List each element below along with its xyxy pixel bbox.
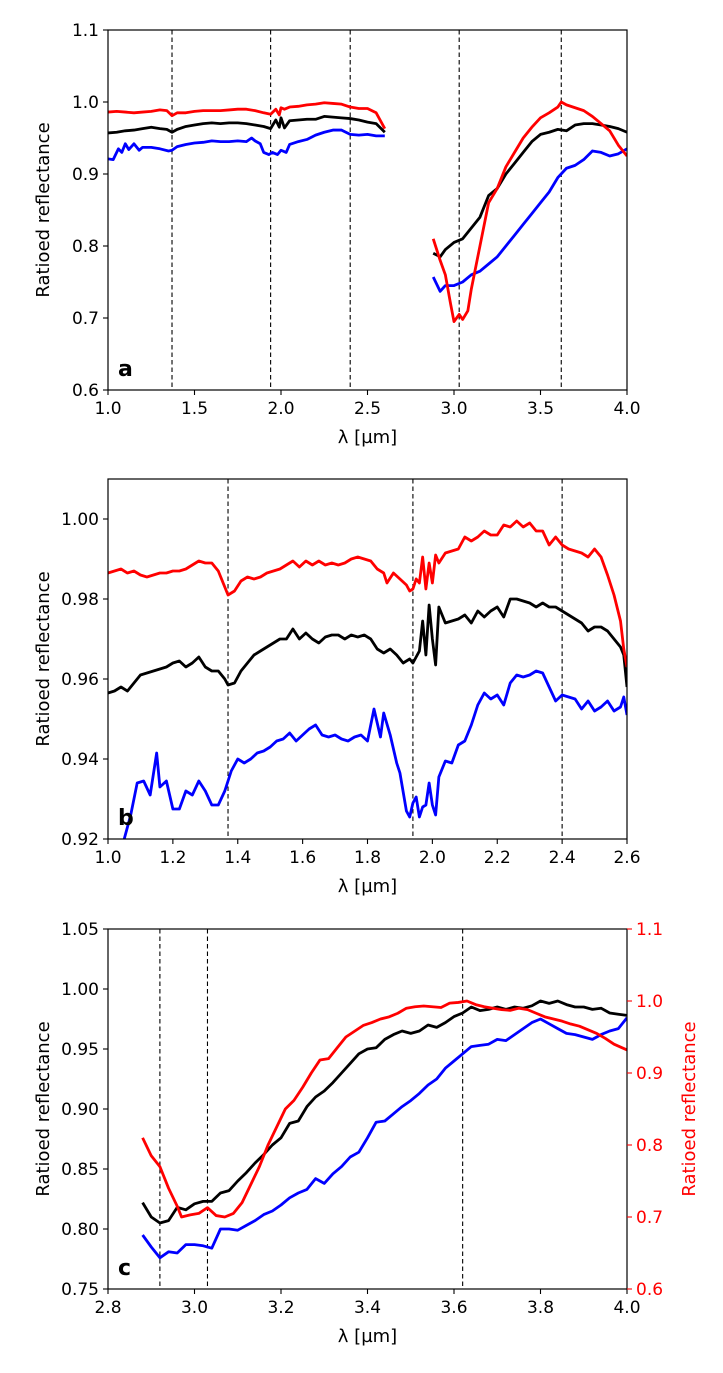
right-y-tick-label: 1.0 xyxy=(636,992,663,1012)
y-tick-label: 0.92 xyxy=(61,830,99,850)
x-tick-label: 4.0 xyxy=(613,1298,640,1318)
plot-area xyxy=(108,100,627,323)
y-tick-label: 0.9 xyxy=(72,165,99,185)
x-tick-label: 1.6 xyxy=(289,848,316,868)
axes-frame xyxy=(107,478,628,840)
x-tick-label: 3.5 xyxy=(527,399,554,419)
series-blue-line xyxy=(431,147,627,293)
x-tick-label: 2.8 xyxy=(94,1298,121,1318)
axes-frame xyxy=(107,928,628,1290)
y-tick-label: 0.98 xyxy=(61,590,99,610)
series-black-line xyxy=(108,115,386,135)
x-tick-label: 2.2 xyxy=(484,848,511,868)
right-y-tick-label: 0.7 xyxy=(636,1208,663,1228)
panel-letter: b xyxy=(118,806,134,831)
x-tick-label: 2.4 xyxy=(549,848,576,868)
y-tick-label: 0.94 xyxy=(61,750,99,770)
y-tick-label: 1.05 xyxy=(61,920,99,940)
y-tick-label: 0.6 xyxy=(72,381,99,401)
x-tick-label: 1.8 xyxy=(354,848,381,868)
series-blue-line xyxy=(108,128,385,161)
y-tick-label: 0.96 xyxy=(61,670,99,690)
y-tick-label: 0.85 xyxy=(61,1160,99,1180)
x-tick-label: 1.5 xyxy=(181,399,208,419)
right-y-tick-label: 0.8 xyxy=(636,1136,663,1156)
y-tick-label: 0.95 xyxy=(61,1040,99,1060)
panel-c: 2.8 3.0 3.2 3.4 3.6 3.8 4.0 0.75 0.80 0.85 0.90 0.9… xyxy=(33,920,700,1347)
x-tick-label: 3.2 xyxy=(267,1298,294,1318)
x-tick-label: 3.0 xyxy=(440,399,467,419)
series-red-line xyxy=(431,100,627,323)
y-tick-label: 0.7 xyxy=(72,309,99,329)
panel-letter: a xyxy=(118,357,133,382)
x-tick-label: 2.6 xyxy=(613,848,640,868)
right-y-tick-label: 0.6 xyxy=(636,1280,663,1300)
x-axis-label: λ [µm] xyxy=(338,876,397,897)
x-tick-label: 3.8 xyxy=(527,1298,554,1318)
right-y-tick-label: 1.1 xyxy=(636,920,663,940)
x-axis-label: λ [µm] xyxy=(338,1326,397,1347)
y-tick-label: 0.8 xyxy=(72,237,99,257)
axes-frame xyxy=(107,29,628,391)
chart-panels: 1.0 1.5 2.0 2.5 3.0 3.5 4.00.60.70.80.91.01.1λ… xyxy=(33,21,700,1347)
x-tick-label: 1.2 xyxy=(159,848,186,868)
series-black-line xyxy=(432,122,627,259)
y-tick-label: 0.80 xyxy=(61,1220,99,1240)
x-tick-label: 1.4 xyxy=(224,848,251,868)
series-red-line xyxy=(141,999,627,1219)
right-y-axis-label: Ratioed reflectance xyxy=(679,1021,700,1196)
series-blue-line xyxy=(122,669,627,839)
panel-a: 1.0 1.5 2.0 2.5 3.0 3.5 4.0 0.6 0.7 0.8 0.9 1.0 1.1 λ… xyxy=(33,21,641,448)
x-tick-label: 2.5 xyxy=(354,399,381,419)
right-y-tick-label: 0.9 xyxy=(636,1064,663,1084)
x-tick-label: 1.0 xyxy=(94,848,121,868)
x-tick-label: 2.0 xyxy=(267,399,294,419)
y-tick-label: 1.0 xyxy=(72,93,99,113)
plot-area xyxy=(141,999,627,1260)
plot-area xyxy=(108,519,627,839)
y-tick-label: 1.00 xyxy=(61,510,99,530)
panel-letter: c xyxy=(118,1256,131,1281)
y-tick-label: 0.90 xyxy=(61,1100,99,1120)
y-tick-label: 1.00 xyxy=(61,980,99,1000)
x-tick-label: 3.6 xyxy=(440,1298,467,1318)
series-black-line xyxy=(141,999,627,1225)
series-red-line xyxy=(108,519,627,668)
x-axis-label: λ [µm] xyxy=(338,427,397,448)
x-tick-label: 1.0 xyxy=(94,399,121,419)
x-tick-label: 3.4 xyxy=(354,1298,381,1318)
series-blue-line xyxy=(141,1016,627,1260)
y-tick-label: 0.75 xyxy=(61,1280,99,1300)
y-axis-label: Ratioed reflectance xyxy=(33,122,54,297)
series-black-line xyxy=(108,597,627,695)
x-tick-label: 4.0 xyxy=(613,399,640,419)
y-axis-label: Ratioed reflectance xyxy=(33,1021,54,1196)
x-tick-label: 3.0 xyxy=(181,1298,208,1318)
x-tick-label: 2.0 xyxy=(419,848,446,868)
y-axis-label: Ratioed reflectance xyxy=(33,571,54,746)
panel-b: 1.0 1.2 1.4 1.6 1.8 2.0 2.2 2.4 2.6 0.92 0.94 0.96 0… xyxy=(33,478,641,897)
y-tick-label: 1.1 xyxy=(72,21,99,41)
series-red-line xyxy=(108,101,387,130)
